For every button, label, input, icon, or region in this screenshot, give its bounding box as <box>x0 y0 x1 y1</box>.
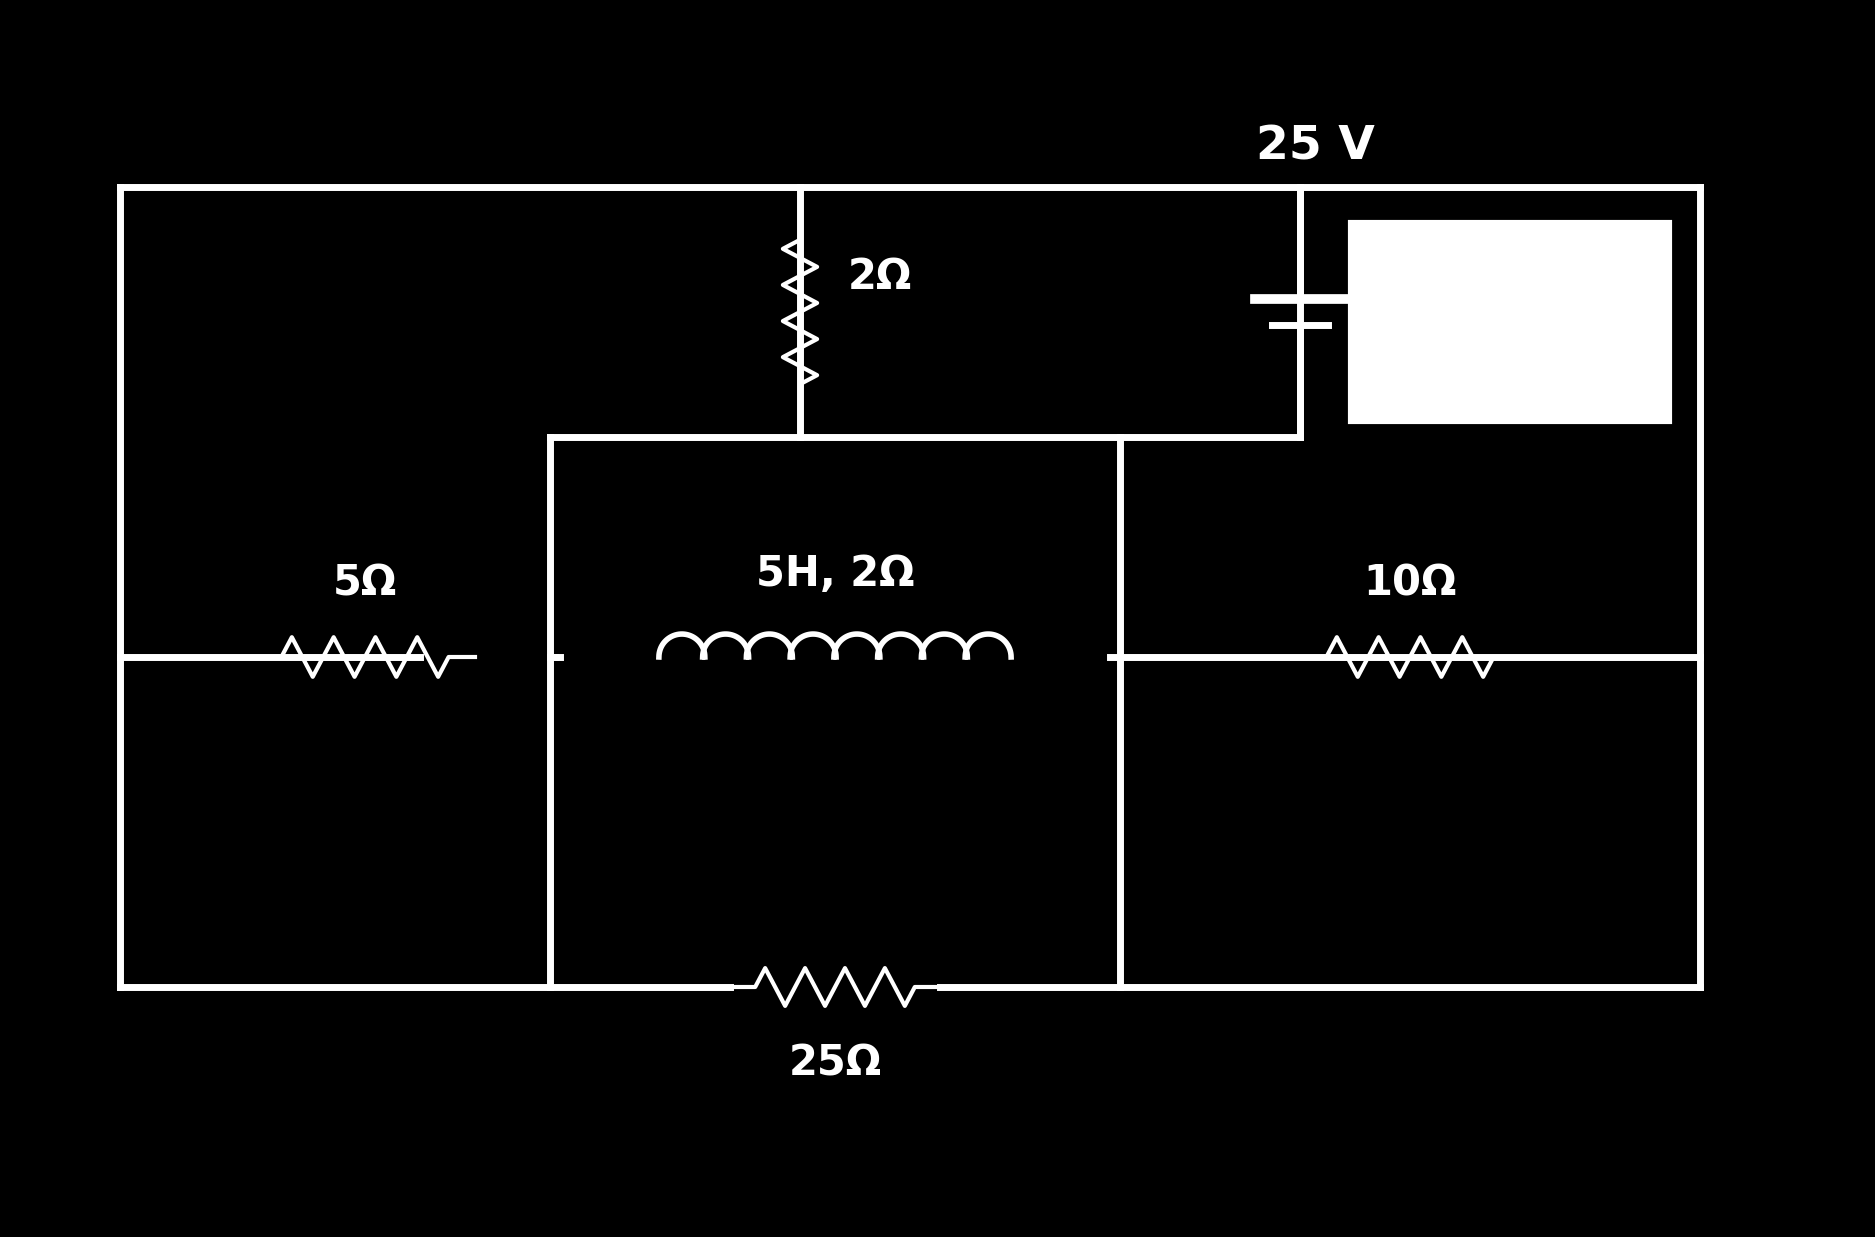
Text: +: + <box>1356 287 1376 310</box>
Text: 25Ω: 25Ω <box>789 1042 881 1084</box>
Text: 5Ω: 5Ω <box>334 563 398 605</box>
Text: 5H, 2Ω: 5H, 2Ω <box>756 553 915 595</box>
Text: 25 V: 25 V <box>1256 124 1374 169</box>
Text: 10Ω: 10Ω <box>1363 563 1457 605</box>
Text: 2Ω: 2Ω <box>848 256 913 298</box>
Bar <box>1350 221 1671 422</box>
